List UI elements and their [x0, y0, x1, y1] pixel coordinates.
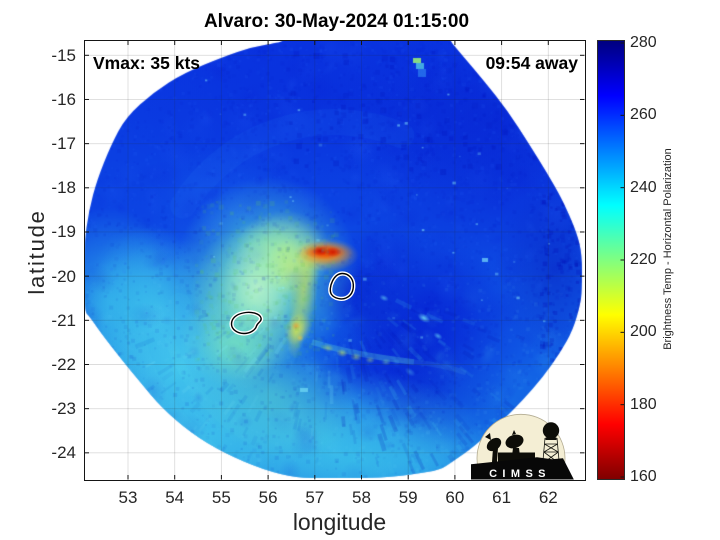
svg-text:CIMSS: CIMSS: [489, 468, 551, 480]
